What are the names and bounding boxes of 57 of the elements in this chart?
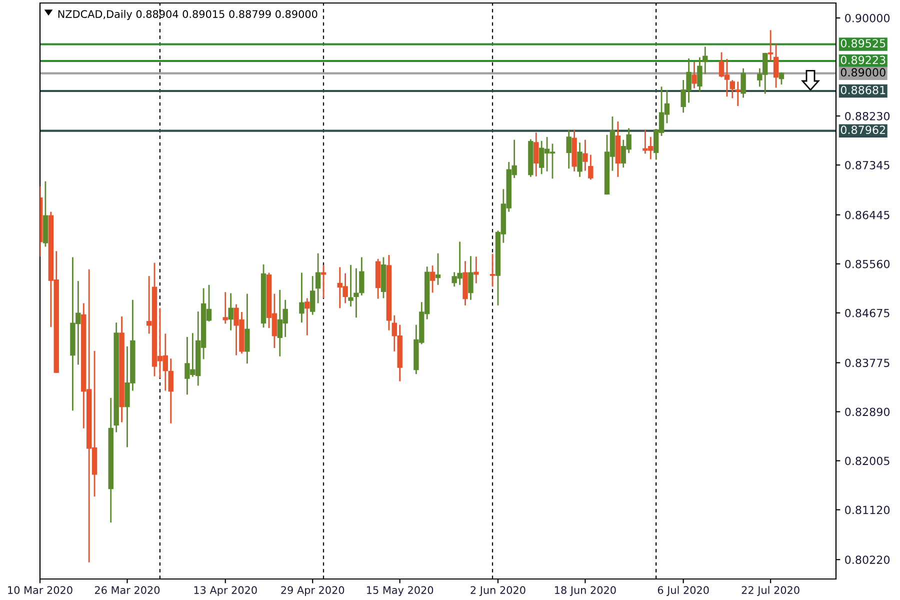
y-tick-label: 0.80220: [845, 556, 890, 564]
x-tick-label: 29 Apr 2020: [281, 586, 344, 596]
candlestick: [354, 268, 359, 318]
candlestick: [222, 291, 228, 324]
y-tick-label: 0.83775: [845, 358, 890, 368]
ref-line-label: 0.89223: [840, 56, 886, 64]
candlestick: [228, 292, 234, 332]
candlestick: [740, 68, 746, 98]
candlestick: [588, 154, 594, 180]
candlestick: [566, 129, 572, 170]
candlestick: [534, 132, 539, 178]
x-tick-label: 22 Jul 2020: [742, 586, 800, 596]
ref-line-label: 0.88681: [840, 86, 886, 94]
candlestick: [299, 272, 304, 324]
candlestick: [702, 46, 708, 75]
ref-line-label: 0.87962: [840, 126, 885, 134]
x-tick-label: 10 Mar 2020: [8, 586, 72, 594]
ref-line-label: 0.89000: [840, 68, 886, 77]
candlestick: [490, 253, 496, 288]
candlestick: [773, 43, 779, 88]
text: NZDCAD,Daily 0.88904 0.89015 0.88799 0.89000: [58, 10, 318, 20]
candlestick: [430, 264, 436, 294]
y-tick-label: 0.88230: [845, 112, 890, 120]
candlestick: [244, 293, 250, 364]
x-tick-label: 15 May 2020: [367, 586, 434, 596]
y-tick-label: 0.86445: [845, 210, 890, 220]
y-tick-label: 0.84675: [845, 308, 890, 318]
candlestick: [577, 142, 582, 178]
y-tick-label: 0.90000: [845, 14, 890, 22]
candlestick: [359, 256, 364, 296]
candlestick: [474, 256, 479, 284]
x-tick-label: 6 Jul 2020: [658, 586, 709, 596]
x-tick-label: 18 Jun 2020: [555, 586, 616, 596]
candlestick: [735, 80, 740, 107]
candlestick: [168, 358, 174, 424]
y-tick-label: 0.82005: [845, 456, 890, 466]
candlestick: [310, 275, 316, 316]
y-tick-label: 0.85560: [845, 260, 890, 268]
candlestick: [468, 255, 474, 301]
candlestick: [304, 298, 310, 336]
x-tick-label: 13 Apr 2020: [194, 586, 257, 596]
y-tick-label: 0.87345: [845, 160, 890, 170]
candlestick: [697, 56, 702, 92]
candlestick: [778, 72, 784, 86]
candlestick: [315, 252, 321, 304]
candlestick: [730, 79, 736, 99]
candlestick: [692, 61, 697, 89]
candlestick: [320, 264, 326, 299]
ref-line-label: 0.89525: [840, 39, 886, 48]
x-tick-label: 26 Mar 2020: [94, 586, 160, 594]
candlestick: [582, 139, 588, 172]
candlestick: [768, 29, 774, 62]
y-tick-label: 0.82890: [845, 408, 890, 416]
y-tick-label: 0.81120: [845, 506, 890, 514]
candlestick: [435, 252, 441, 286]
candlestick: [348, 264, 354, 308]
x-tick-label: 2 Jun 2020: [470, 586, 526, 596]
